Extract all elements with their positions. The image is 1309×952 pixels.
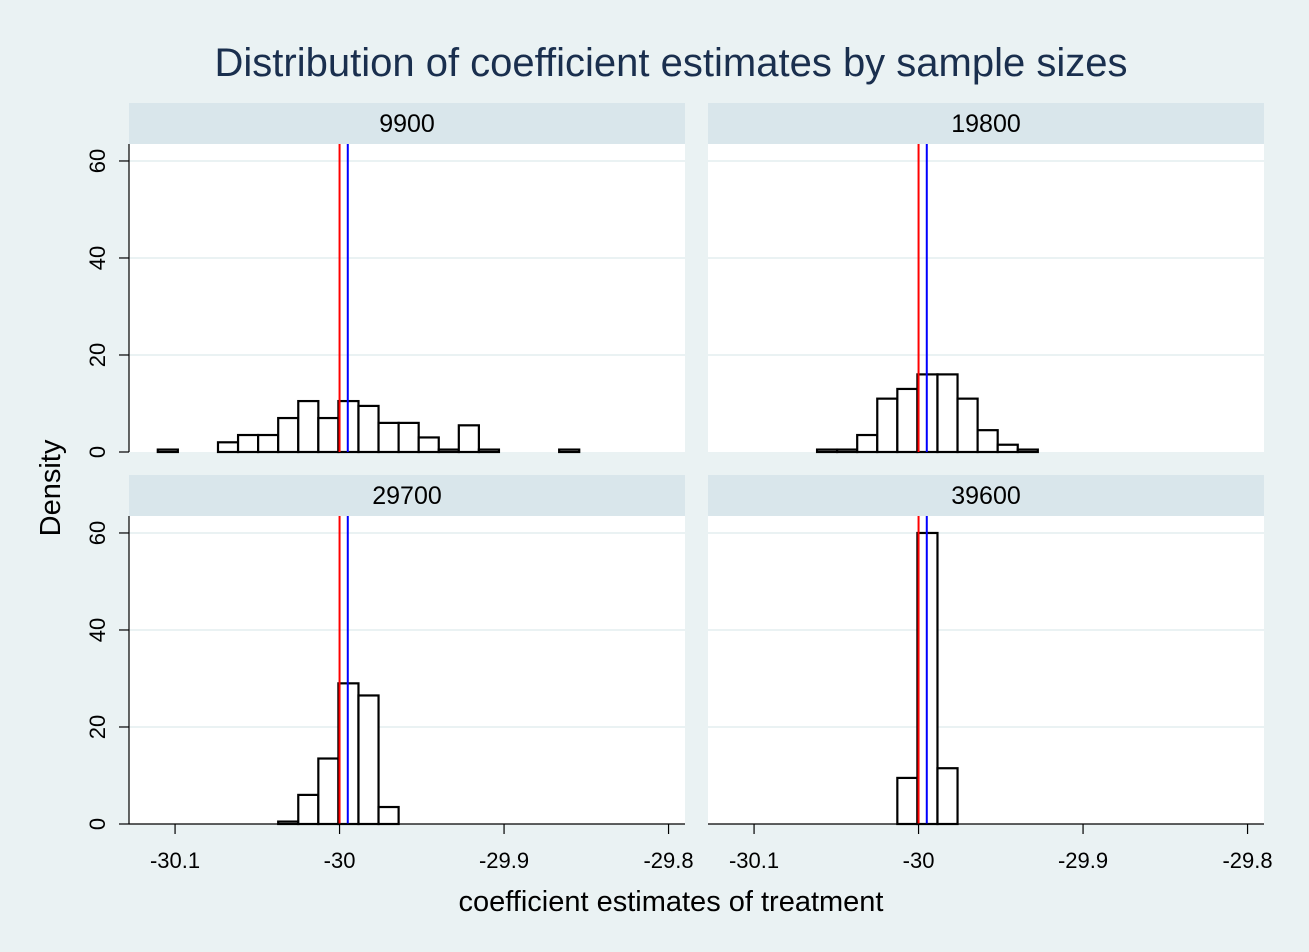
- panel-strip-label: 19800: [951, 110, 1021, 138]
- histogram-bar: [377, 421, 400, 454]
- histogram-bar: [437, 448, 460, 454]
- x-tick-label: -29.8: [1222, 848, 1272, 873]
- histogram-bar: [297, 793, 320, 826]
- y-tick-label: 20: [85, 715, 110, 739]
- histogram-bar: [357, 694, 380, 826]
- plot-area: [708, 516, 1264, 824]
- histogram-bar: [317, 757, 340, 826]
- y-tick-label: 0: [85, 818, 110, 830]
- plot-area: [129, 144, 685, 452]
- histogram-bar: [876, 397, 899, 454]
- histogram-bar: [936, 767, 959, 826]
- panel-strip: [708, 475, 1264, 516]
- histogram-bar: [836, 448, 859, 454]
- y-tick-label: 60: [85, 521, 110, 545]
- histogram-bar: [558, 448, 581, 454]
- histogram-bar: [257, 433, 280, 454]
- panels: 9900 0 20 40 60 19800 29700 0 20 40 60 -30.1 -30 -29.…: [85, 103, 1273, 873]
- plot-area: [129, 516, 685, 824]
- histogram-bar: [317, 416, 340, 454]
- histogram-bar: [856, 433, 879, 454]
- y-tick-label: 20: [85, 343, 110, 367]
- panel-strip: [129, 475, 685, 516]
- panel-19800: 19800: [708, 103, 1264, 454]
- y-tick-label: 60: [85, 149, 110, 173]
- histogram-bar: [156, 448, 179, 454]
- x-tick-label: -29.9: [1058, 848, 1108, 873]
- panel-29700: 29700 0 20 40 60 -30.1 -30 -29.9 -29.8: [85, 475, 694, 873]
- panel-9900: 9900 0 20 40 60: [85, 103, 685, 458]
- histogram-bar: [417, 436, 440, 454]
- histogram-bar: [936, 373, 959, 454]
- panel-strip-label: 39600: [951, 482, 1021, 510]
- x-axis-title: coefficient estimates of treatment: [458, 886, 883, 918]
- histogram-bar: [377, 805, 400, 826]
- panel-strip: [129, 103, 685, 144]
- x-tick-label: -29.8: [643, 848, 693, 873]
- histogram-bar: [996, 443, 1019, 454]
- y-tick-label: 40: [85, 618, 110, 642]
- panel-39600: 39600 -30.1 -30 -29.9 -29.8: [708, 475, 1273, 873]
- histogram-bar: [297, 399, 320, 454]
- y-tick-label: 0: [85, 446, 110, 458]
- histogram-bar: [457, 424, 480, 454]
- histogram-bar: [277, 416, 300, 454]
- x-tick-label: -30: [324, 848, 356, 873]
- histogram-bar: [896, 776, 919, 826]
- x-tick-label: -30.1: [729, 848, 779, 873]
- panel-strip: [708, 103, 1264, 144]
- chart-title: Distribution of coefficient estimates by…: [215, 41, 1128, 85]
- y-axis-title: Density: [35, 439, 67, 536]
- panel-strip-label: 9900: [379, 110, 435, 138]
- x-tick-label: -30: [903, 848, 935, 873]
- histogram-bar: [956, 397, 979, 454]
- histogram-bar: [397, 421, 420, 454]
- histogram-bar: [357, 404, 380, 454]
- histogram-bar: [236, 433, 260, 454]
- x-tick-label: -30.1: [150, 848, 200, 873]
- histogram-bar: [815, 448, 839, 454]
- panel-strip-label: 29700: [372, 482, 442, 510]
- histogram-bar: [976, 429, 999, 454]
- x-tick-label: -29.9: [479, 848, 529, 873]
- plot-area: [708, 144, 1264, 452]
- histogram-bar: [477, 448, 501, 454]
- histogram-bar: [1016, 448, 1039, 454]
- histogram-bar: [216, 441, 240, 454]
- y-tick-label: 40: [85, 246, 110, 270]
- histogram-bar: [896, 387, 919, 454]
